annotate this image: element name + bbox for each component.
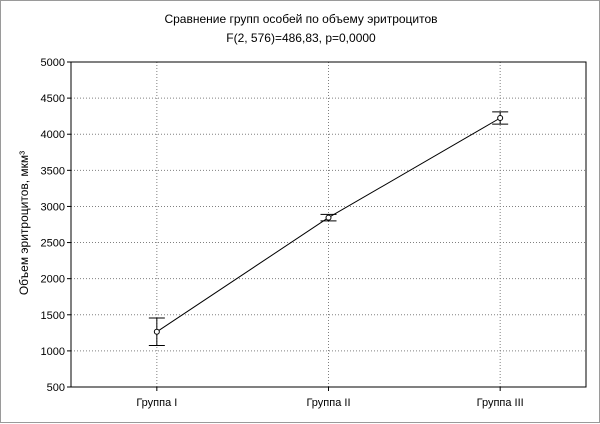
y-tick-label: 4500 <box>41 93 65 105</box>
chart-subtitle: F(2, 576)=486,83, p=0,0000 <box>226 31 376 45</box>
y-tick-label: 500 <box>47 382 65 394</box>
y-tick-label: 1500 <box>41 310 65 322</box>
grid-layer <box>71 62 586 387</box>
x-tick-label: Группа II <box>306 397 350 409</box>
series-layer <box>148 111 509 346</box>
x-tick-label: Группа III <box>477 397 524 409</box>
data-point <box>153 328 160 335</box>
y-tick-label: 1000 <box>41 346 65 358</box>
chart-title: Сравнение групп особей по объему эритроц… <box>164 12 437 26</box>
x-tick-label: Группа I <box>136 397 177 409</box>
y-tick-label: 2000 <box>41 274 65 286</box>
data-point <box>325 214 332 221</box>
y-tick-label: 3500 <box>41 165 65 177</box>
data-point <box>497 114 504 121</box>
y-axis: 500 1000 1500 2000 2500 3000 3500 4000 4500 5000 <box>41 57 71 394</box>
y-tick-label: 4000 <box>41 129 65 141</box>
y-tick-label: 3000 <box>41 201 65 213</box>
y-axis-label: Объем эритроцитов, мкм³ <box>17 151 31 295</box>
x-axis: Группа I Группа II Группа III <box>136 387 524 409</box>
y-tick-label: 2500 <box>41 238 65 250</box>
y-tick-label: 5000 <box>41 57 65 69</box>
